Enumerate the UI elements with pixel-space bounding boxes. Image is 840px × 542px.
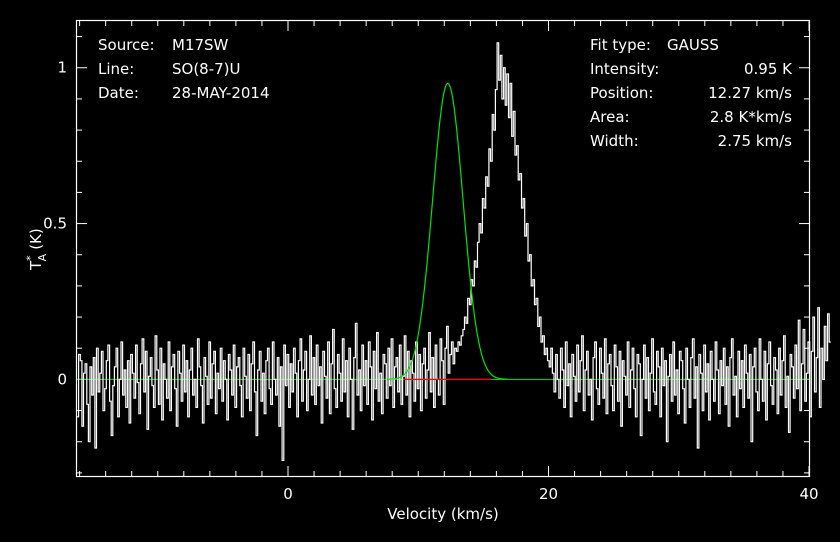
info-panel-right: Fit type: GAUSS Intensity: 0.95 K Position: 1… — [590, 36, 793, 150]
axis-ticks — [77, 21, 810, 476]
spectrum-histogram — [77, 42, 831, 461]
info-left-value: M17SW — [172, 36, 229, 54]
info-right-key: Intensity: — [590, 60, 659, 78]
info-right-value: 2.8 K*km/s — [710, 108, 792, 126]
x-tick-label: 40 — [799, 485, 818, 503]
y-axis-label-sup: * — [24, 255, 37, 261]
y-axis-label: T*A (K) — [24, 228, 49, 271]
y-axis-label-unit: (K) — [27, 228, 45, 250]
info-right-key: Fit type: — [590, 36, 651, 54]
info-panel-left: Source: M17SW Line: SO(8-7)U Date: 28-MAY-201… — [98, 36, 270, 102]
info-right-key: Position: — [590, 84, 653, 102]
y-axis-label-sub: A — [36, 253, 49, 261]
info-left-value: 28-MAY-2014 — [172, 84, 270, 102]
info-right-value: GAUSS — [667, 36, 719, 54]
info-right-value: 12.27 km/s — [708, 84, 792, 102]
x-axis-label: Velocity (km/s) — [387, 505, 498, 523]
y-tick-label: 0.5 — [43, 215, 67, 233]
y-tick-label: 0 — [57, 370, 67, 388]
info-right-key: Area: — [590, 108, 630, 126]
plot-frame — [75, 19, 811, 478]
x-tick-label: 20 — [539, 485, 558, 503]
y-axis-label-main: T — [27, 260, 45, 271]
info-left-value: SO(8-7)U — [172, 60, 241, 78]
axis-tick-labels: 0 20 40 0 0.5 1 — [43, 59, 818, 503]
info-right-value: 0.95 K — [744, 60, 793, 78]
y-tick-label: 1 — [57, 59, 67, 77]
info-left-key: Source: — [98, 36, 155, 54]
info-left-key: Line: — [98, 60, 134, 78]
gaussian-fit-curve — [387, 82, 509, 380]
info-left-key: Date: — [98, 84, 139, 102]
x-tick-label: 0 — [283, 485, 293, 503]
info-right-value: 2.75 km/s — [718, 132, 793, 150]
svg-text:T*A(K): T*A (K) — [24, 228, 49, 271]
info-right-key: Width: — [590, 132, 639, 150]
